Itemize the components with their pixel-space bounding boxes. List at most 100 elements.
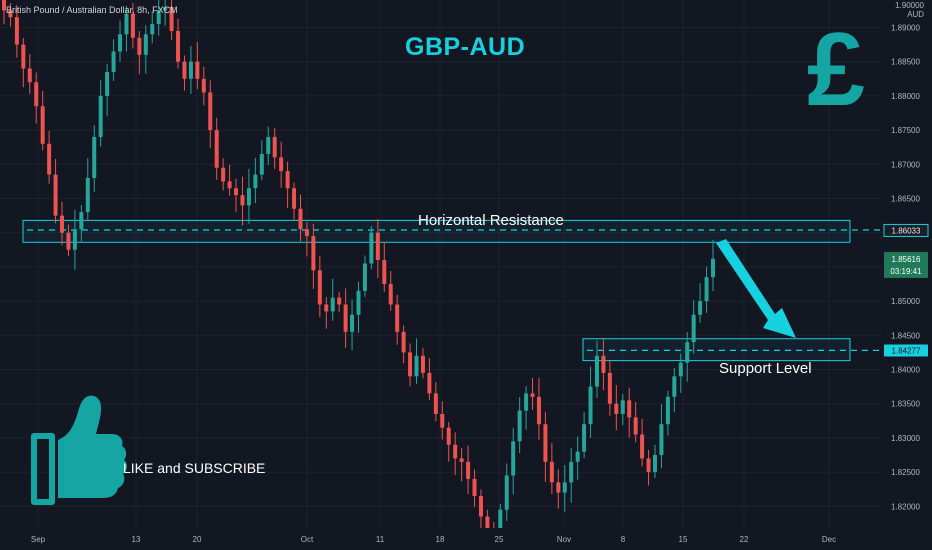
chart-title: GBP-AUD	[405, 33, 526, 61]
x-tick-label: 15	[679, 535, 688, 544]
candle-body	[665, 396, 670, 425]
y-tick-label: 1.84000	[891, 366, 920, 375]
x-tick-label: 13	[132, 535, 141, 544]
candle-body	[72, 229, 77, 250]
candle-body	[453, 444, 458, 459]
candle-body	[304, 229, 309, 237]
candle-body	[607, 372, 612, 404]
candle-body	[711, 258, 715, 278]
candle-body	[14, 17, 19, 45]
candle-body	[504, 475, 509, 510]
candle-body	[266, 136, 271, 155]
candle-body	[375, 232, 380, 261]
candle-body	[21, 44, 26, 69]
x-tick-label: Dec	[822, 535, 836, 544]
candle-body	[536, 396, 541, 425]
candle-body	[279, 157, 284, 172]
candle-body	[704, 277, 709, 302]
resistance-price-tag	[884, 224, 928, 237]
candle-body	[408, 352, 413, 377]
symbol-header: British Pound / Australian Dollar, 8h, F…	[6, 5, 178, 15]
candle-body	[362, 263, 367, 291]
candle-body	[524, 393, 529, 411]
support-label: Support Level	[719, 360, 812, 377]
candle-body	[130, 13, 135, 38]
candle-body	[343, 304, 348, 332]
candle-body	[27, 68, 32, 83]
candle-body	[478, 496, 483, 517]
thumbs-up-icon	[31, 395, 127, 505]
y-tick-label: 1.84500	[891, 331, 920, 340]
x-tick-label: Nov	[557, 535, 571, 544]
pound-sign-icon: £	[807, 12, 865, 128]
candle-body	[427, 372, 432, 394]
y-tick-label: 1.82500	[891, 468, 920, 477]
candle-body	[311, 236, 316, 271]
price-zones	[22, 219, 882, 362]
candle-body	[317, 270, 322, 305]
candle-body	[511, 441, 516, 476]
candle-body	[678, 362, 683, 377]
candle-body	[292, 188, 297, 209]
candle-body	[588, 386, 593, 425]
axis-currency: AUD	[907, 10, 924, 19]
x-tick-label: Oct	[301, 535, 314, 544]
x-tick-label: 20	[193, 535, 202, 544]
candle-body	[401, 331, 406, 353]
candle-body	[562, 482, 567, 493]
candle-body	[646, 458, 651, 473]
axis-top-value: 1.90000	[895, 1, 924, 10]
chart-grid	[0, 0, 882, 541]
candle-body	[433, 393, 438, 414]
zone-box	[582, 338, 851, 362]
candle-body	[652, 455, 657, 473]
candle-body	[66, 232, 71, 250]
candle-body	[85, 177, 90, 213]
candle-body	[620, 400, 625, 414]
candle-body	[530, 393, 535, 397]
support-price-tag	[884, 344, 928, 357]
zone-box	[22, 219, 851, 243]
x-tick-label: 18	[436, 535, 445, 544]
candle-body	[440, 413, 445, 428]
x-tick-label: 22	[740, 535, 749, 544]
candle-body	[356, 290, 361, 315]
candle-body	[246, 188, 251, 206]
candle-body	[298, 208, 303, 230]
candle-body	[627, 400, 632, 418]
candle-body	[176, 30, 181, 62]
y-tick-label: 1.83500	[891, 400, 920, 409]
candle-body	[382, 260, 387, 284]
y-tick-label: 1.89000	[891, 24, 920, 33]
candle-body	[485, 516, 490, 531]
support-price-tag-text: 1.84277	[892, 347, 921, 356]
candle-body	[143, 34, 148, 55]
candle-body	[253, 174, 258, 189]
candle-body	[633, 417, 638, 435]
candle-body	[272, 136, 277, 158]
candle-body	[169, 6, 174, 31]
candle-body	[601, 355, 606, 373]
candle-body	[221, 167, 226, 182]
resistance-price-tag-text: 1.86033	[892, 226, 921, 235]
y-tick-label: 1.83000	[891, 434, 920, 443]
candle-body	[111, 51, 116, 72]
candle-body	[395, 304, 400, 332]
candle-body	[350, 314, 355, 332]
candle-body	[324, 304, 329, 312]
current-price-text: 1.85616	[892, 255, 921, 264]
y-tick-label: 1.88500	[891, 58, 920, 67]
y-tick-label: 1.88000	[891, 92, 920, 101]
candle-body	[137, 37, 142, 55]
candle-body	[150, 24, 155, 35]
candle-body	[369, 232, 374, 264]
candle-body	[47, 143, 52, 175]
candle-body	[79, 212, 84, 230]
candle-body	[498, 509, 503, 538]
candle-body	[40, 106, 45, 144]
y-tick-label: 1.82000	[891, 502, 920, 511]
candle-body	[556, 482, 561, 493]
candle-body	[388, 284, 393, 305]
candle-body	[446, 427, 451, 445]
